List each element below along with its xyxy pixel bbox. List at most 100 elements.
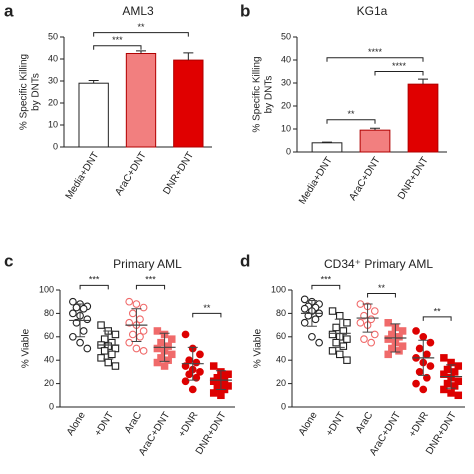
data-point <box>343 319 351 327</box>
significance-bracket <box>367 293 396 298</box>
data-point <box>192 358 201 367</box>
panel-label: c <box>4 251 13 270</box>
data-point <box>132 344 141 353</box>
significance-bracket <box>135 284 166 290</box>
data-point <box>196 350 204 359</box>
significance-label: *** <box>112 35 123 45</box>
data-point <box>125 318 134 327</box>
significance-bracket <box>192 312 222 318</box>
x-tick-label: Media+DNT <box>297 155 335 206</box>
y-tick-label: 80 <box>276 308 286 318</box>
x-tick-label: AraC <box>354 410 375 435</box>
data-point <box>181 362 190 370</box>
significance-bracket <box>93 32 189 37</box>
y-axis-label: by DNTs <box>31 73 42 111</box>
data-point <box>415 344 424 353</box>
bar <box>359 129 391 153</box>
sd-bar <box>446 364 457 389</box>
y-tick-label: 40 <box>48 53 58 63</box>
significance-bracket <box>93 45 142 50</box>
sd-bar <box>75 303 86 338</box>
data-point <box>168 335 176 343</box>
data-point <box>426 362 435 370</box>
data-point <box>132 300 141 308</box>
x-tick-label: +DNT <box>324 410 347 438</box>
data-point <box>356 318 365 327</box>
data-point <box>209 362 218 370</box>
data-point <box>181 377 190 386</box>
y-tick-label: 100 <box>271 284 286 294</box>
significance-label: ** <box>203 303 211 313</box>
significance-bracket <box>422 316 452 321</box>
panel-title: AML3 <box>122 4 154 18</box>
data-point <box>335 311 344 320</box>
x-tick-label: AraC <box>123 410 144 435</box>
y-tick-label: 20 <box>281 100 291 110</box>
x-tick-label: DNR+DNT <box>161 150 196 197</box>
panel-title: CD34⁺ Primary AML <box>324 257 433 271</box>
x-tick-label: AraC+DNT <box>347 155 382 203</box>
data-point <box>447 389 455 397</box>
data-point <box>217 391 225 400</box>
data-point <box>125 338 134 347</box>
data-point <box>139 303 148 312</box>
sd-bar <box>131 308 142 342</box>
data-point <box>367 338 376 347</box>
y-tick-label: 20 <box>44 378 54 388</box>
significance-bracket <box>374 71 424 76</box>
bar <box>125 53 157 148</box>
sd-bar <box>334 318 345 348</box>
y-tick-label: 0 <box>286 146 291 156</box>
data-point <box>332 323 340 332</box>
data-point <box>185 370 193 379</box>
x-tick-label: Alone <box>297 410 320 438</box>
data-point <box>315 338 323 347</box>
x-tick-label: AraC+DNT <box>113 150 148 198</box>
sd-bar <box>306 300 317 327</box>
significance-bracket <box>326 57 424 62</box>
data-point <box>308 332 316 341</box>
bar <box>173 59 204 148</box>
error-bar <box>322 141 332 143</box>
y-tick-label: 10 <box>48 119 58 129</box>
significance-label: *** <box>145 275 156 285</box>
y-tick-label: 50 <box>281 31 291 41</box>
error-bar <box>183 52 194 61</box>
data-point <box>69 309 77 318</box>
data-point <box>343 356 351 364</box>
y-tick-label: 10 <box>281 123 291 133</box>
data-point <box>69 297 77 306</box>
data-point <box>311 315 320 324</box>
significance-label: *** <box>321 275 332 285</box>
x-tick-label: Media+DNT <box>64 150 102 201</box>
data-point <box>343 335 351 343</box>
data-point <box>136 332 144 341</box>
data-point <box>153 344 162 353</box>
y-tick-label: 0 <box>281 401 286 411</box>
data-point <box>139 346 148 355</box>
data-point <box>370 330 379 339</box>
data-point <box>332 338 340 347</box>
panel-title: Primary AML <box>113 257 182 271</box>
sd-bar <box>418 339 429 376</box>
data-point <box>181 330 190 339</box>
error-bar <box>136 50 146 54</box>
sd-bar <box>215 370 226 390</box>
significance-label: ** <box>347 109 355 119</box>
data-point <box>384 335 392 343</box>
y-tick-label: 30 <box>48 75 58 85</box>
significance-label: ** <box>378 283 386 293</box>
bar <box>311 142 343 153</box>
data-point <box>128 330 137 339</box>
significance-bracket <box>79 284 109 290</box>
data-point <box>100 347 109 355</box>
data-point <box>97 354 105 362</box>
data-point <box>111 362 120 370</box>
data-point <box>104 358 113 367</box>
significance-bracket <box>326 119 376 124</box>
y-axis-label: % Specific Killing <box>252 56 263 132</box>
x-tick-label: +DNT <box>93 410 116 438</box>
sd-bar <box>362 303 373 333</box>
data-point <box>440 385 448 394</box>
